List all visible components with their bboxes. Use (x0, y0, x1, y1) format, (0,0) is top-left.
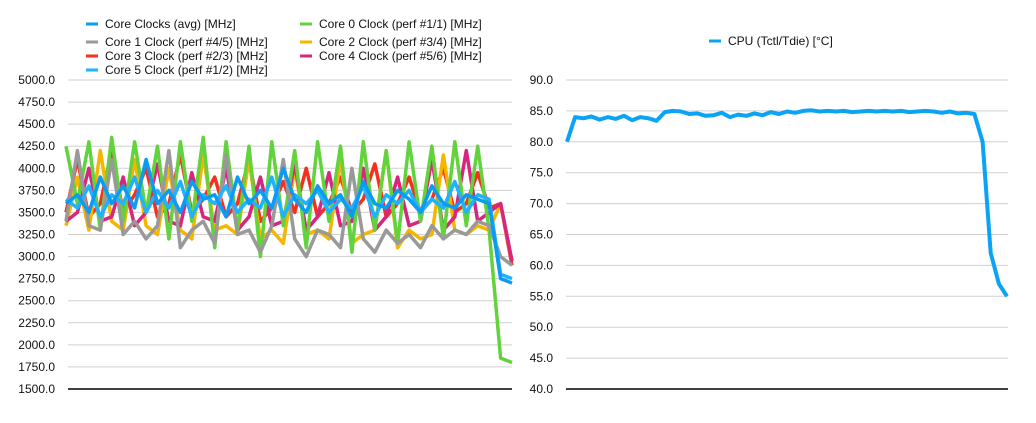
legend-item: CPU (Tctl/Tdie) [°C] (709, 34, 833, 48)
legend-item: Core 4 Clock (perf #5/6) [MHz] (300, 49, 482, 63)
legend-item: Core 0 Clock (perf #1/1) [MHz] (300, 17, 482, 31)
y-tick-label: 50.0 (530, 320, 554, 334)
y-tick-label: 40.0 (530, 382, 554, 396)
y-tick-label: 60.0 (530, 258, 554, 272)
y-tick-label: 2500.0 (18, 294, 55, 308)
legend-item: Core 5 Clock (perf #1/2) [MHz] (86, 63, 268, 77)
legend-label: Core 5 Clock (perf #1/2) [MHz] (105, 63, 268, 77)
legend-label: Core Clocks (avg) [MHz] (105, 17, 236, 31)
clock-chart: 5000.0 4750.0 4500.0 4250.0 4000.0 3750.0 3500… (18, 17, 514, 396)
y-tick-label: 70.0 (530, 197, 554, 211)
legend-label: Core 0 Clock (perf #1/1) [MHz] (319, 17, 482, 31)
y-tick-label: 2750.0 (18, 272, 55, 286)
series-line-2 (64, 148, 514, 267)
y-tick-label: 2000.0 (18, 338, 55, 352)
y-tick-label: 4000.0 (18, 161, 55, 175)
legend-label: Core 1 Clock (perf #4/5) [MHz] (105, 35, 268, 49)
series-line-0 (565, 108, 1009, 298)
series-line-0 (64, 157, 513, 285)
y-tick-label: 75.0 (530, 166, 554, 180)
legend-label: Core 2 Clock (perf #3/4) [MHz] (319, 35, 482, 49)
y-tick-label: 3250.0 (18, 228, 55, 242)
y-tick-label: 80.0 (530, 135, 554, 149)
legend-item: Core Clocks (avg) [MHz] (86, 17, 236, 31)
legend-item: Core 2 Clock (perf #3/4) [MHz] (300, 35, 482, 49)
y-tick-label: 90.0 (530, 73, 554, 87)
y-tick-label: 2250.0 (18, 316, 55, 330)
legend-item: Core 1 Clock (perf #4/5) [MHz] (86, 35, 268, 49)
y-tick-label: 1500.0 (18, 382, 55, 396)
y-tick-label: 4250.0 (18, 139, 55, 153)
y-tick-label: 85.0 (530, 104, 554, 118)
legend-label: Core 3 Clock (perf #2/3) [MHz] (105, 49, 268, 63)
temperature-chart: 90.0 85.0 80.0 75.0 70.0 65.0 60.0 55.0 50.0 45.0… (530, 34, 1009, 396)
legend-label: Core 4 Clock (perf #5/6) [MHz] (319, 49, 482, 63)
legend-label: CPU (Tctl/Tdie) [°C] (728, 34, 833, 48)
series-line-6 (64, 175, 513, 281)
y-tick-label: 1750.0 (18, 360, 55, 374)
y-tick-label: 3750.0 (18, 183, 55, 197)
y-tick-label: 45.0 (530, 351, 554, 365)
y-tick-label: 4750.0 (18, 95, 55, 109)
legend-item: Core 3 Clock (perf #2/3) [MHz] (86, 49, 268, 63)
y-tick-label: 5000.0 (18, 73, 55, 87)
y-tick-label: 3500.0 (18, 205, 55, 219)
y-tick-label: 65.0 (530, 228, 554, 242)
y-tick-label: 55.0 (530, 289, 554, 303)
y-tick-label: 3000.0 (18, 250, 55, 264)
y-tick-label: 4500.0 (18, 117, 55, 131)
